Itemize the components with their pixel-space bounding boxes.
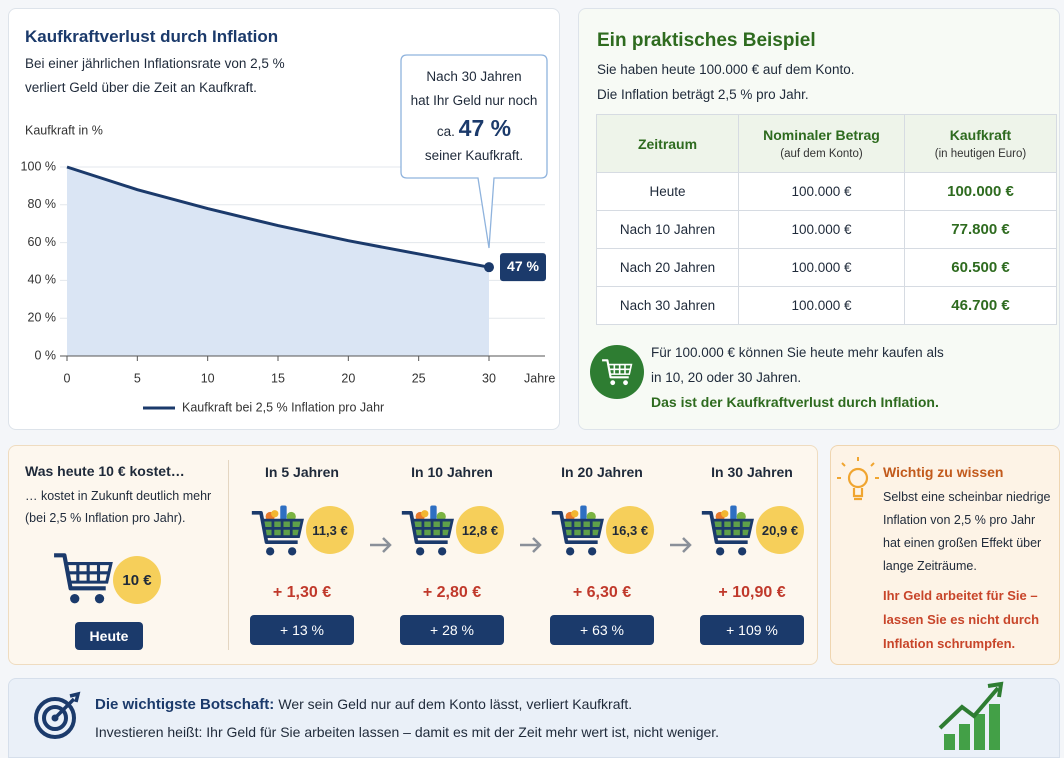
page: Kaufkraftverlust durch Inflation Bei ein… <box>0 0 1064 758</box>
message-label: Die wichtigste Botschaft: <box>95 696 274 713</box>
message-text: Wer sein Geld nur auf dem Konto lässt, v… <box>278 696 632 712</box>
message-line: Die wichtigste Botschaft: Wer sein Geld … <box>95 697 632 712</box>
message-icons <box>0 0 1064 758</box>
message-text: Investieren heißt: Ihr Geld für Sie arbe… <box>95 725 719 739</box>
